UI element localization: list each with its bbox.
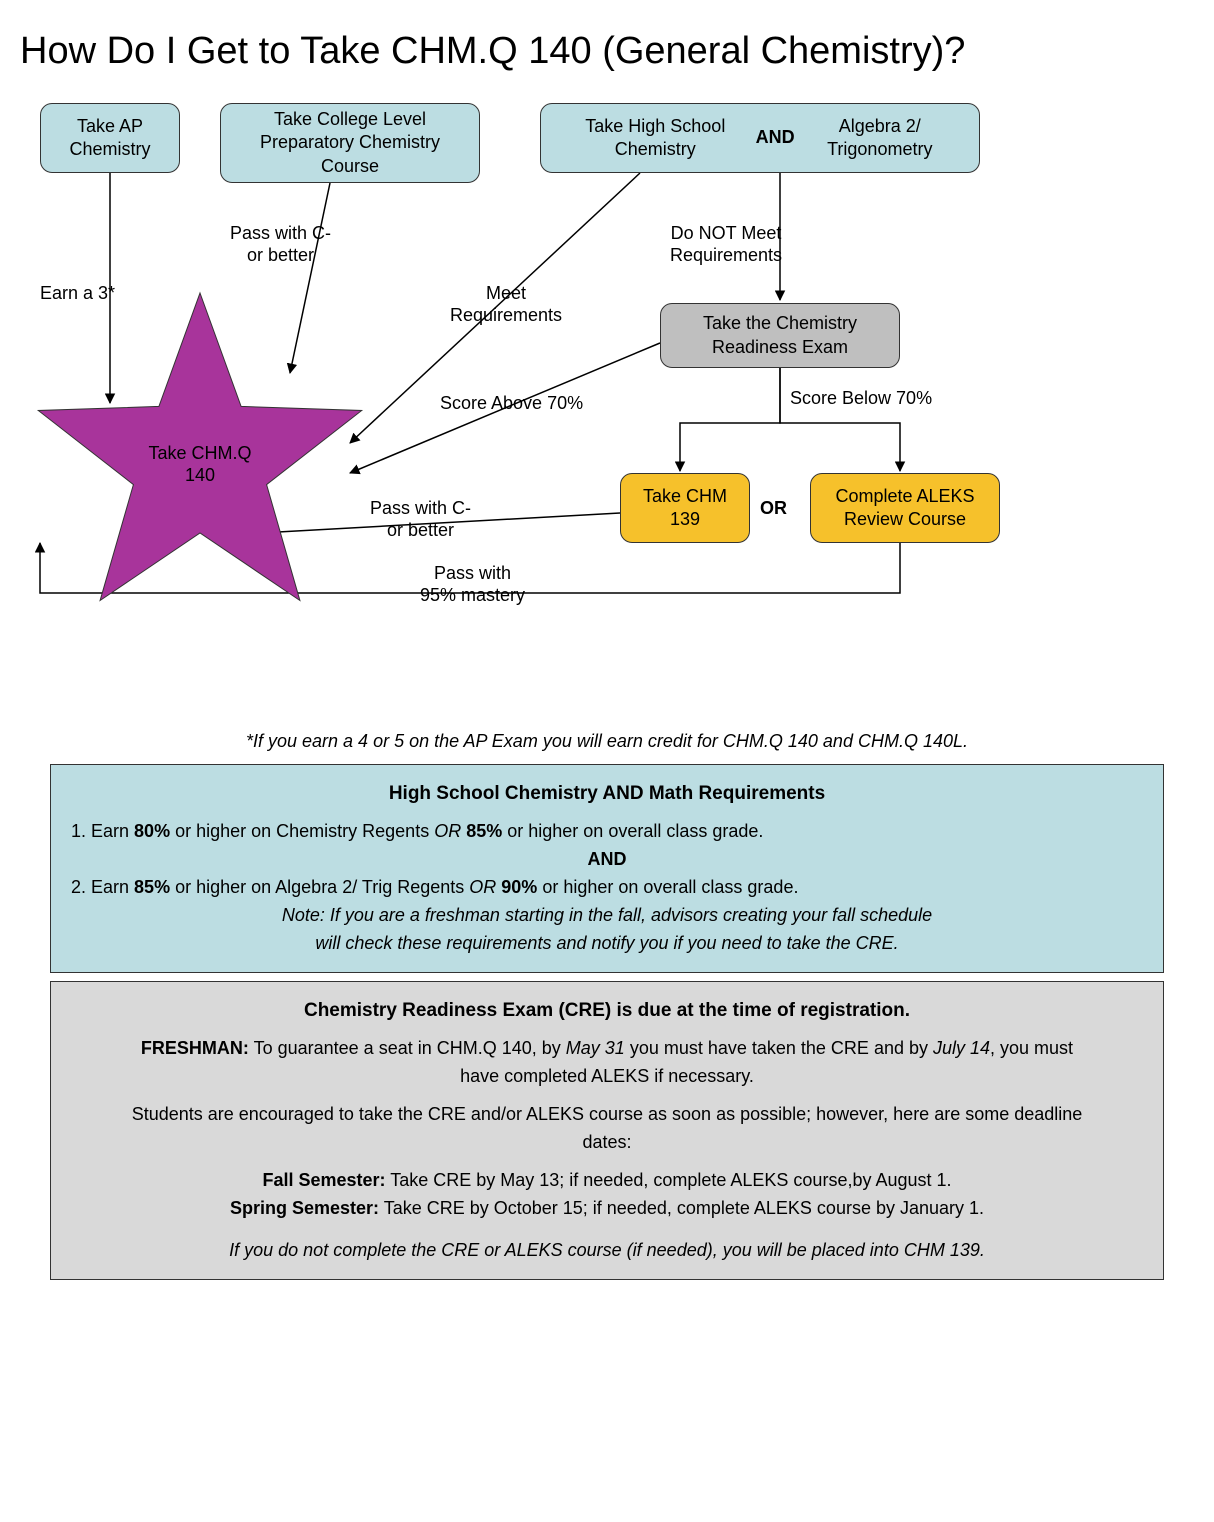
edge-label-pass95: Pass with 95% mastery [420,563,525,606]
req-and: AND [71,846,1143,874]
req-note-2: will check these requirements and notify… [71,930,1143,958]
node-college: Take College Level Preparatory Chemistry… [220,103,480,183]
cre-encourage: Students are encouraged to take the CRE … [111,1101,1103,1157]
cre-freshman: FRESHMAN: To guarantee a seat in CHM.Q 1… [131,1035,1083,1091]
edge-cre_down1 [680,368,780,471]
edge-label-meetReq: Meet Requirements [450,283,562,326]
edge-label-notMeet: Do NOT Meet Requirements [670,223,782,266]
cre-fall: Fall Semester: Take CRE by May 13; if ne… [71,1167,1143,1195]
or-label: OR [760,498,787,519]
node-chm139: Take CHM 139 [620,473,750,543]
cre-bottom: If you do not complete the CRE or ALEKS … [71,1237,1143,1265]
node-aleks: Complete ALEKS Review Course [810,473,1000,543]
requirements-box: High School Chemistry AND Math Requireme… [50,764,1164,973]
cre-box: Chemistry Readiness Exam (CRE) is due at… [50,981,1164,1280]
edge-cre_down2 [780,368,900,471]
edge-label-score70a: Score Above 70% [440,393,583,415]
node-ap: Take AP Chemistry [40,103,180,173]
star-label: Take CHM.Q 140 [140,443,260,486]
req-title: High School Chemistry AND Math Requireme… [71,779,1143,808]
edge-college_bottom [290,183,330,373]
req-line-2: 2. Earn 85% or higher on Algebra 2/ Trig… [71,874,1143,902]
node-cre: Take the Chemistry Readiness Exam [660,303,900,368]
req-note-1: Note: If you are a freshman starting in … [71,902,1143,930]
edges-svg [20,93,1194,713]
page-title: How Do I Get to Take CHM.Q 140 (General … [20,30,1194,73]
node-hs: Take High School Chemistry AND Algebra 2… [540,103,980,173]
edge-label-passC2: Pass with C- or better [370,498,471,541]
cre-title: Chemistry Readiness Exam (CRE) is due at… [71,996,1143,1025]
cre-spring: Spring Semester: Take CRE by October 15;… [71,1195,1143,1223]
edge-label-score70b: Score Below 70% [790,388,932,410]
flowchart-canvas: Take AP Chemistry Take College Level Prep… [20,93,1194,713]
footnote: *If you earn a 4 or 5 on the AP Exam you… [60,731,1154,752]
edge-label-earn3: Earn a 3* [40,283,115,305]
edge-label-passC1: Pass with C- or better [230,223,331,266]
req-line-1: 1. Earn 80% or higher on Chemistry Regen… [71,818,1143,846]
